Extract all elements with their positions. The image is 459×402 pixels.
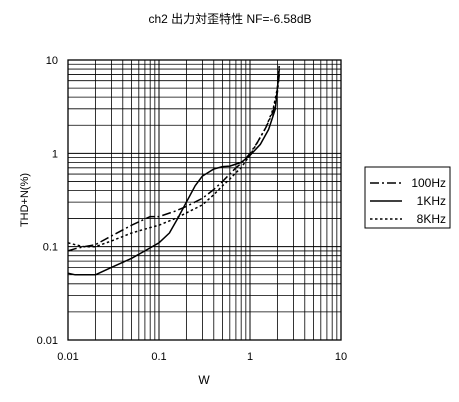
x-axis-label: W xyxy=(198,373,210,387)
x-tick-label: 1 xyxy=(247,351,253,363)
x-tick-label: 0.1 xyxy=(151,351,166,363)
x-tick-label: 0.01 xyxy=(57,351,78,363)
chart-title: ch2 出力対歪特性 NF=-6.58dB xyxy=(148,11,311,26)
y-tick-label: 0.1 xyxy=(43,242,58,254)
legend-label: 8KHz xyxy=(417,212,446,226)
legend-label: 100Hz xyxy=(411,176,446,190)
grid-lines xyxy=(67,60,341,341)
series-line-100hz xyxy=(67,74,281,252)
y-tick-label: 10 xyxy=(46,55,58,67)
y-tick-labels: 0.01 0.1 1 10 xyxy=(37,55,58,347)
legend-box xyxy=(364,166,451,229)
legend: 100Hz 1KHz 8KHz xyxy=(364,166,451,229)
y-tick-label: 0.01 xyxy=(37,335,58,347)
y-tick-label: 1 xyxy=(52,148,58,160)
series-line-1khz xyxy=(67,68,281,276)
plot-frame xyxy=(67,59,342,341)
legend-label: 1KHz xyxy=(417,194,446,208)
x-tick-label: 10 xyxy=(335,351,347,363)
series-lines xyxy=(67,64,281,276)
x-tick-labels: 0.01 0.1 1 10 xyxy=(57,351,347,363)
series-line-8khz xyxy=(67,64,281,248)
y-axis-label: THD+N(%) xyxy=(19,173,31,227)
